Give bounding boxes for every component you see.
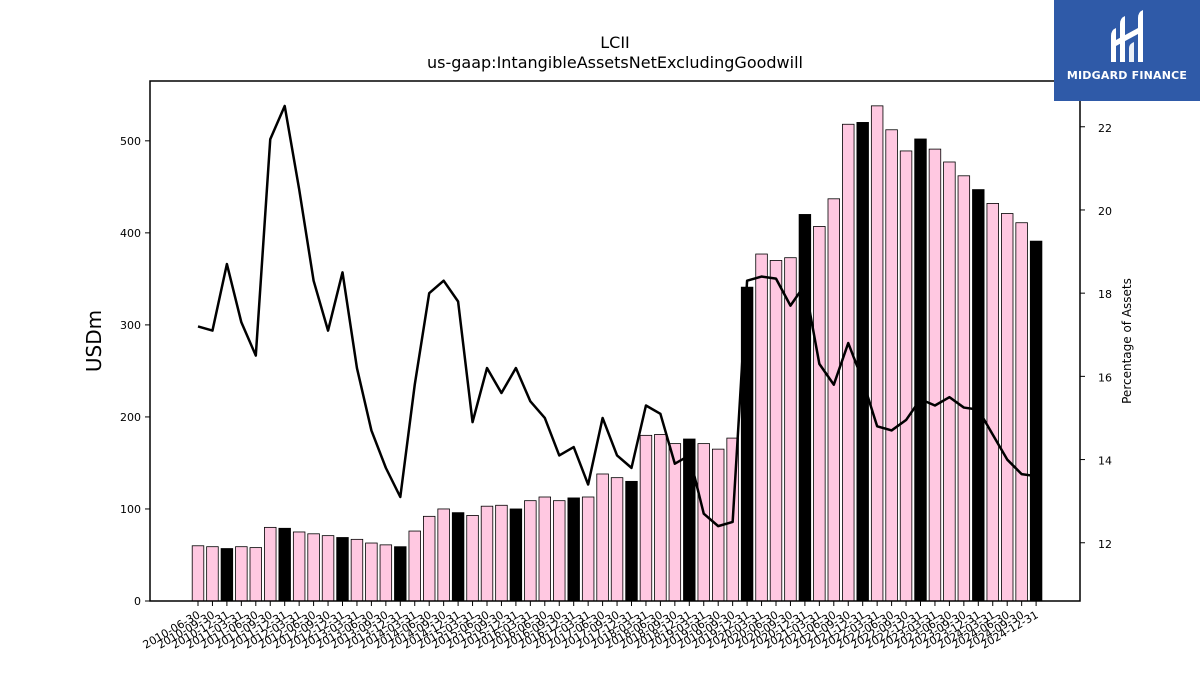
y-tick-label-right: 14 [1098,455,1112,468]
bar-2023-09-30 [957,175,971,602]
bar-2024-09-30 [1015,222,1028,602]
bar-2018-06-30 [654,434,667,602]
y-tick-label-left: 0 [134,595,141,608]
bar-2014-12-31 [451,512,465,602]
bar-2014-09-30 [437,508,450,602]
logo-text: MIDGARD FINANCE [1066,69,1188,82]
bar-2024-03-31 [986,203,999,602]
bar-2013-06-30 [365,542,378,602]
bar-2011-09-30 [264,526,277,602]
bar-2015-03-31 [466,515,479,602]
bar-2018-12-31 [683,438,696,602]
bar-2020-06-30 [769,260,783,602]
bar-2011-03-31 [235,546,248,602]
bar-2010-06-30 [191,545,205,602]
bar-2022-12-31 [914,138,927,602]
bar-2021-06-30 [827,198,841,602]
bar-2018-09-30 [668,443,682,602]
bar-2016-09-30 [553,500,566,602]
y-tick-label-left: 300 [120,319,141,332]
y-tick-label-right: 18 [1098,288,1112,301]
bar-2017-09-30 [610,477,624,602]
bar-2016-06-30 [538,496,552,602]
bar-2021-09-30 [842,123,855,602]
y-tick-label-right: 12 [1098,538,1112,551]
y-tick-label-left: 100 [120,503,141,516]
bar-2012-03-31 [292,531,306,602]
y-axis-right: 12 14 16 18 20 22 [1080,122,1112,551]
bar-2013-09-30 [379,544,393,602]
bar-2015-12-31 [509,508,523,602]
bar-2011-12-31 [278,527,291,602]
bar-2020-09-30 [784,257,797,602]
bar-2023-03-31 [928,148,942,602]
bar-2021-03-31 [813,226,826,602]
bar-2012-12-31 [336,537,349,602]
y-axis-label-right: Percentage of Assets [1120,278,1134,404]
bar-2024-12-31 [1029,240,1043,602]
y-axis-label-left: USDm [82,310,106,372]
bar-2014-03-31 [408,530,421,602]
y-tick-label-right: 20 [1098,205,1112,218]
bar-2017-06-30 [596,473,609,602]
bar-2010-09-30 [206,546,219,602]
bar-2015-06-30 [480,505,494,602]
bar-2013-03-31 [350,538,364,602]
x-axis: 2010-06-302010-09-302010-12-312011-03-31… [141,601,1041,652]
bar-2022-09-30 [899,150,913,602]
plot-frame [149,80,1081,602]
bar-2020-12-31 [798,214,812,602]
brand-logo: MIDGARD FINANCE [1054,0,1200,101]
bar-series [191,105,1043,602]
y-tick-label-left: 500 [120,135,141,148]
bar-2015-09-30 [495,504,508,602]
bar-2018-03-31 [639,434,653,602]
midgard-logo-icon [1111,10,1143,62]
chart-title: LCII [600,33,630,52]
bar-2016-12-31 [567,497,580,602]
bar-2011-06-30 [249,547,263,602]
y-tick-label-left: 200 [120,411,141,424]
y-axis-left: 0 100 200 300 400 500 [120,135,150,608]
y-tick-label-left: 400 [120,227,141,240]
bar-2017-03-31 [581,496,595,602]
bar-2019-03-31 [697,443,710,602]
bar-2023-12-31 [972,189,985,602]
percentage-line [197,104,1037,528]
bar-2023-06-30 [943,161,956,602]
y-tick-label-right: 16 [1098,371,1112,384]
bar-2021-12-31 [856,122,869,602]
bar-2024-06-30 [1001,213,1014,602]
bar-2016-03-31 [524,500,537,602]
bar-2012-06-30 [307,533,320,602]
bar-2014-06-30 [422,515,436,602]
bar-2013-12-31 [394,546,407,602]
chart-subtitle: us-gaap:IntangibleAssetsNetExcludingGood… [427,53,803,72]
bar-2022-06-30 [885,129,898,602]
y-tick-label-right: 22 [1098,122,1112,135]
bar-2022-03-31 [870,105,884,602]
bar-2020-03-31 [755,253,768,602]
bar-2017-12-31 [625,480,638,602]
bar-2012-09-30 [321,535,335,602]
bar-2010-12-31 [220,548,234,602]
